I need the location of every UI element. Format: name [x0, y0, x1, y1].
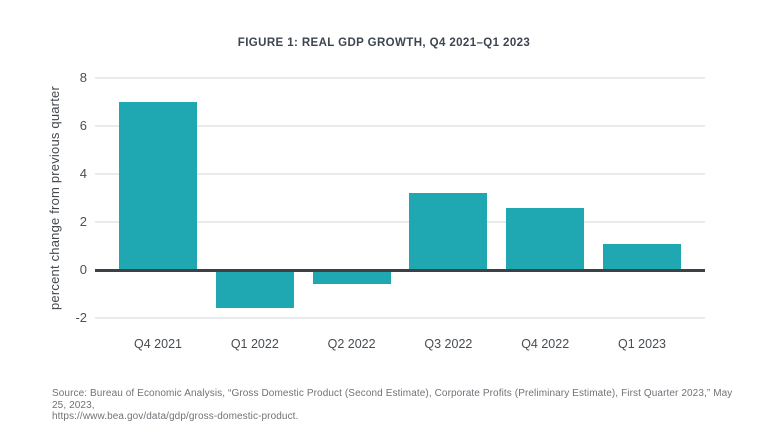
y-tick-label: -2 — [75, 310, 87, 325]
source-line-2: https://www.bea.gov/data/gdp/gross-domes… — [52, 411, 299, 422]
y-tick-label: 0 — [79, 262, 87, 277]
x-tick-label: Q4 2022 — [521, 337, 570, 351]
x-tick-label: Q2 2022 — [327, 337, 376, 351]
gridline-y-6 — [95, 125, 705, 127]
chart-title: FIGURE 1: REAL GDP GROWTH, Q4 2021–Q1 20… — [237, 37, 531, 49]
y-axis-title: percent change from previous quarter — [45, 78, 63, 318]
x-tick-label: Q4 2021 — [134, 337, 182, 351]
y-tick-label: 6 — [79, 118, 87, 133]
bar-q1-2022 — [215, 270, 294, 309]
gridline-y-2 — [95, 221, 705, 223]
x-axis-zero-line — [95, 268, 705, 272]
gridline-y-8 — [95, 77, 705, 79]
gridline-y-4 — [95, 173, 705, 175]
y-tick-label: 8 — [79, 70, 87, 85]
bar-q3-2022 — [409, 193, 488, 270]
x-tick-label: Q1 2022 — [230, 337, 279, 351]
x-tick-label: Q3 2022 — [424, 337, 473, 351]
source-note: Source: Bureau of Economic Analysis, “Gr… — [52, 388, 742, 423]
source-line-1: Source: Bureau of Economic Analysis, “Gr… — [52, 388, 733, 411]
bar-q4-2022 — [506, 207, 585, 270]
bar-q2-2022 — [312, 270, 391, 285]
y-tick-label: 4 — [79, 166, 87, 181]
gridline-y--2 — [95, 317, 705, 319]
y-tick-label: 2 — [79, 214, 87, 229]
x-tick-label: Q1 2023 — [618, 337, 666, 351]
bar-q1-2023 — [603, 243, 681, 270]
bar-q4-2021 — [119, 102, 197, 270]
